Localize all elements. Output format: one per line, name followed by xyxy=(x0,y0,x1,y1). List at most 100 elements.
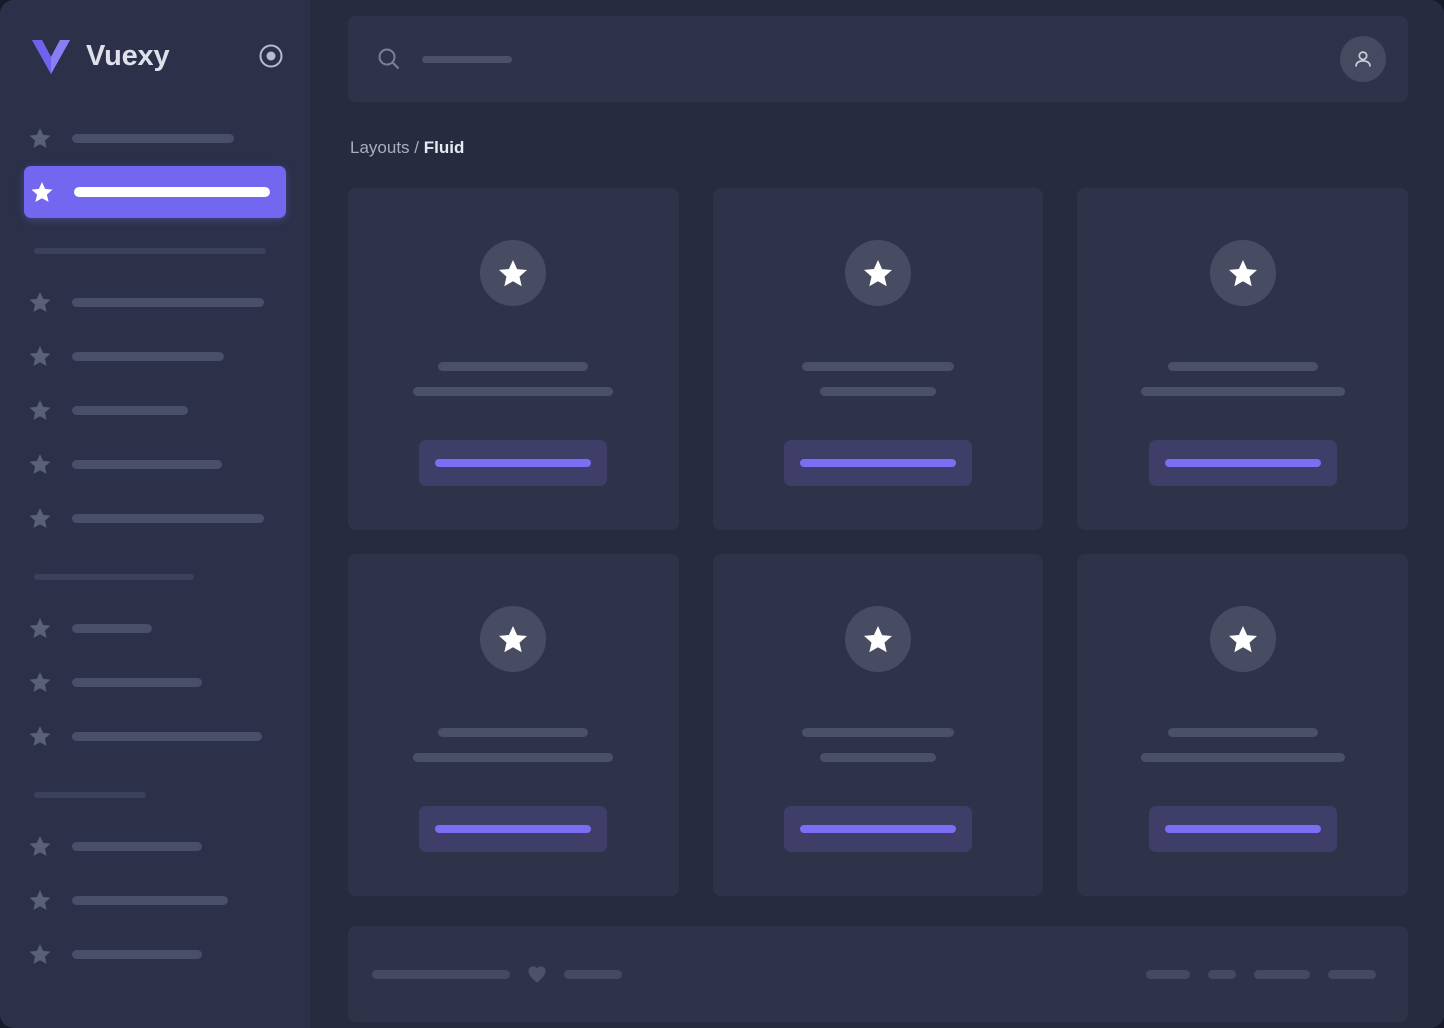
sidebar-group-3 xyxy=(22,574,288,762)
card-avatar xyxy=(1209,606,1276,672)
sidebar-item-10[interactable] xyxy=(22,710,288,762)
content-card xyxy=(1077,554,1408,896)
breadcrumb: Layouts / Fluid xyxy=(350,138,1408,158)
footer-text-placeholder-1 xyxy=(372,969,510,979)
card-text-line-2 xyxy=(413,387,614,396)
card-action-button[interactable] xyxy=(783,806,972,852)
sidebar-item-label-placeholder xyxy=(72,731,262,741)
star-icon xyxy=(28,834,52,858)
card-action-button[interactable] xyxy=(419,806,608,852)
main-content: Layouts / Fluid xyxy=(310,0,1444,1028)
footer-text-placeholder-2 xyxy=(564,969,622,979)
card-avatar xyxy=(480,240,547,306)
sidebar-item-label-placeholder xyxy=(72,459,222,469)
star-icon xyxy=(28,670,52,694)
footer-link-placeholder[interactable] xyxy=(1208,969,1236,979)
sidebar-item-label-placeholder xyxy=(72,133,234,143)
sidebar-section-divider xyxy=(34,574,194,580)
sidebar-section-divider xyxy=(34,792,146,798)
search-placeholder-bar xyxy=(422,55,512,63)
breadcrumb-current: Fluid xyxy=(423,138,465,157)
footer-link-placeholder[interactable] xyxy=(1328,969,1376,979)
card-avatar xyxy=(1209,240,1276,306)
star-icon xyxy=(30,180,54,204)
card-text-line-2 xyxy=(1140,753,1345,762)
content-card xyxy=(348,554,679,896)
star-icon xyxy=(28,506,52,530)
card-text-line-1 xyxy=(801,362,954,371)
card-avatar xyxy=(844,606,911,672)
card-text-line-2 xyxy=(413,753,614,762)
sidebar-item-label-placeholder xyxy=(72,513,264,523)
sidebar-item-label-placeholder xyxy=(72,677,202,687)
card-button-label-placeholder xyxy=(799,825,956,833)
star-icon xyxy=(28,452,52,476)
content-card xyxy=(712,188,1044,530)
content-card xyxy=(712,554,1044,896)
breadcrumb-parent[interactable]: Layouts xyxy=(350,138,410,157)
footer-right-group xyxy=(1146,969,1376,979)
breadcrumb-separator: / xyxy=(414,138,420,157)
sidebar-item-9[interactable] xyxy=(22,656,288,708)
sidebar-item-11[interactable] xyxy=(22,820,288,872)
sidebar-item-1[interactable] xyxy=(22,112,288,164)
card-text-line-2 xyxy=(819,753,936,762)
star-icon xyxy=(28,724,52,748)
card-button-label-placeholder xyxy=(435,459,592,467)
sidebar: Vuexy xyxy=(0,0,310,1028)
brand-name: Vuexy xyxy=(86,39,170,72)
star-icon xyxy=(28,290,52,314)
footer-link-placeholder[interactable] xyxy=(1146,969,1190,979)
sidebar-group-2 xyxy=(22,248,288,544)
sidebar-item-label-placeholder xyxy=(72,623,152,633)
sidebar-item-2-active[interactable] xyxy=(24,166,286,218)
content-card xyxy=(348,188,679,530)
sidebar-item-label-placeholder xyxy=(72,351,224,361)
sidebar-item-label-placeholder xyxy=(74,187,270,197)
card-action-button[interactable] xyxy=(1148,806,1337,852)
footer-link-placeholder[interactable] xyxy=(1254,969,1310,979)
sidebar-item-4[interactable] xyxy=(22,330,288,382)
card-text-line-1 xyxy=(1167,362,1318,371)
footer xyxy=(348,926,1408,1022)
card-button-label-placeholder xyxy=(799,459,956,467)
card-button-label-placeholder xyxy=(1164,459,1321,467)
sidebar-item-label-placeholder xyxy=(72,895,228,905)
card-avatar xyxy=(844,240,911,306)
radio-circle-icon[interactable] xyxy=(258,43,284,69)
search-bar[interactable] xyxy=(348,16,1408,102)
card-action-button[interactable] xyxy=(783,440,972,486)
search-icon xyxy=(376,46,402,72)
vuexy-chevron-logo-icon xyxy=(30,36,72,76)
sidebar-item-3[interactable] xyxy=(22,276,288,328)
sidebar-item-6[interactable] xyxy=(22,438,288,490)
user-avatar-icon[interactable] xyxy=(1340,36,1386,82)
star-icon xyxy=(28,942,52,966)
card-button-label-placeholder xyxy=(435,825,592,833)
card-text-line-1 xyxy=(1167,728,1318,737)
sidebar-item-12[interactable] xyxy=(22,874,288,926)
sidebar-item-label-placeholder xyxy=(72,949,202,959)
sidebar-group-4 xyxy=(22,792,288,980)
sidebar-item-label-placeholder xyxy=(72,841,202,851)
heart-icon xyxy=(526,963,548,985)
card-text-line-2 xyxy=(1140,387,1345,396)
sidebar-group-1 xyxy=(22,112,288,218)
star-icon xyxy=(28,398,52,422)
sidebar-nav xyxy=(0,112,310,980)
star-icon xyxy=(28,126,52,150)
footer-left-group xyxy=(372,963,622,985)
star-icon xyxy=(28,344,52,368)
sidebar-item-7[interactable] xyxy=(22,492,288,544)
card-action-button[interactable] xyxy=(419,440,608,486)
brand-header: Vuexy xyxy=(0,0,310,112)
content-card xyxy=(1077,188,1408,530)
sidebar-item-label-placeholder xyxy=(72,405,188,415)
sidebar-item-8[interactable] xyxy=(22,602,288,654)
sidebar-item-5[interactable] xyxy=(22,384,288,436)
sidebar-item-13[interactable] xyxy=(22,928,288,980)
card-avatar xyxy=(480,606,547,672)
card-text-line-2 xyxy=(819,387,936,396)
card-action-button[interactable] xyxy=(1148,440,1337,486)
card-text-line-1 xyxy=(801,728,954,737)
